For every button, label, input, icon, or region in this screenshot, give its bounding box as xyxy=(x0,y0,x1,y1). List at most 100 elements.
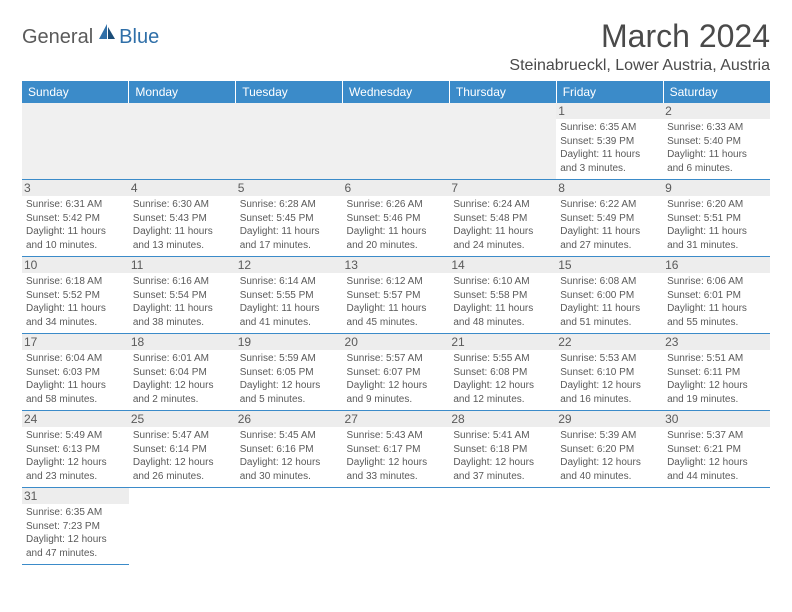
weekday-header-row: SundayMondayTuesdayWednesdayThursdayFrid… xyxy=(22,81,770,103)
logo-sail-icon xyxy=(97,22,117,47)
day-number: 16 xyxy=(663,257,770,273)
calendar-cell: 3 Sunrise: 6:31 AMSunset: 5:42 PMDaylight… xyxy=(22,180,129,257)
day-info: Sunrise: 5:49 AMSunset: 6:13 PMDaylight:… xyxy=(26,429,125,483)
calendar-cell: 27 Sunrise: 5:43 AMSunset: 6:17 PMDayligh… xyxy=(343,411,450,488)
day-number: 20 xyxy=(343,334,450,350)
weekday-header: Monday xyxy=(129,81,236,103)
calendar-cell xyxy=(22,103,129,180)
calendar-cell xyxy=(236,488,343,565)
calendar-cell: 9 Sunrise: 6:20 AMSunset: 5:51 PMDaylight… xyxy=(663,180,770,257)
calendar-cell: 16 Sunrise: 6:06 AMSunset: 6:01 PMDayligh… xyxy=(663,257,770,334)
calendar-cell: 19 Sunrise: 5:59 AMSunset: 6:05 PMDayligh… xyxy=(236,334,343,411)
calendar-cell: 7 Sunrise: 6:24 AMSunset: 5:48 PMDaylight… xyxy=(449,180,556,257)
day-info: Sunrise: 6:08 AMSunset: 6:00 PMDaylight:… xyxy=(560,275,659,329)
calendar-cell: 13Sunrise: 6:12 AMSunset: 5:57 PMDayligh… xyxy=(343,257,450,334)
day-number: 2 xyxy=(663,103,770,119)
day-number: 28 xyxy=(449,411,556,427)
page-title: March 2024 xyxy=(509,18,770,55)
calendar-cell: 21Sunrise: 5:55 AMSunset: 6:08 PMDayligh… xyxy=(449,334,556,411)
day-info: Sunrise: 6:26 AMSunset: 5:46 PMDaylight:… xyxy=(347,198,446,252)
calendar-body: 1 Sunrise: 6:35 AMSunset: 5:39 PMDaylight… xyxy=(22,103,770,565)
day-info: Sunrise: 5:41 AMSunset: 6:18 PMDaylight:… xyxy=(453,429,552,483)
weekday-header: Sunday xyxy=(22,81,129,103)
day-info: Sunrise: 5:39 AMSunset: 6:20 PMDaylight:… xyxy=(560,429,659,483)
calendar-cell: 30 Sunrise: 5:37 AMSunset: 6:21 PMDayligh… xyxy=(663,411,770,488)
day-number: 23 xyxy=(663,334,770,350)
day-info: Sunrise: 6:01 AMSunset: 6:04 PMDaylight:… xyxy=(133,352,232,406)
day-number: 15 xyxy=(556,257,663,273)
logo: General Blue xyxy=(22,22,159,53)
calendar-cell xyxy=(343,488,450,565)
calendar-cell: 6Sunrise: 6:26 AMSunset: 5:46 PMDaylight… xyxy=(343,180,450,257)
day-info: Sunrise: 5:47 AMSunset: 6:14 PMDaylight:… xyxy=(133,429,232,483)
calendar-row: 31Sunrise: 6:35 AMSunset: 7:23 PMDayligh… xyxy=(22,488,770,565)
calendar-cell: 15 Sunrise: 6:08 AMSunset: 6:00 PMDayligh… xyxy=(556,257,663,334)
weekday-header: Friday xyxy=(556,81,663,103)
day-info: Sunrise: 5:37 AMSunset: 6:21 PMDaylight:… xyxy=(667,429,766,483)
calendar-cell xyxy=(236,103,343,180)
day-info: Sunrise: 5:59 AMSunset: 6:05 PMDaylight:… xyxy=(240,352,339,406)
day-number: 29 xyxy=(556,411,663,427)
calendar-cell: 1 Sunrise: 6:35 AMSunset: 5:39 PMDaylight… xyxy=(556,103,663,180)
day-info: Sunrise: 5:43 AMSunset: 6:17 PMDaylight:… xyxy=(347,429,446,483)
calendar-cell: 24 Sunrise: 5:49 AMSunset: 6:13 PMDayligh… xyxy=(22,411,129,488)
day-number: 27 xyxy=(343,411,450,427)
day-info: Sunrise: 5:45 AMSunset: 6:16 PMDaylight:… xyxy=(240,429,339,483)
day-number: 5 xyxy=(236,180,343,196)
weekday-header: Thursday xyxy=(449,81,556,103)
day-info: Sunrise: 6:28 AMSunset: 5:45 PMDaylight:… xyxy=(240,198,339,252)
day-info: Sunrise: 6:30 AMSunset: 5:43 PMDaylight:… xyxy=(133,198,232,252)
calendar-cell: 25Sunrise: 5:47 AMSunset: 6:14 PMDayligh… xyxy=(129,411,236,488)
calendar-cell: 20 Sunrise: 5:57 AMSunset: 6:07 PMDayligh… xyxy=(343,334,450,411)
calendar-cell: 17Sunrise: 6:04 AMSunset: 6:03 PMDayligh… xyxy=(22,334,129,411)
day-number: 22 xyxy=(556,334,663,350)
day-number: 13 xyxy=(343,257,450,273)
day-info: Sunrise: 6:16 AMSunset: 5:54 PMDaylight:… xyxy=(133,275,232,329)
calendar-cell: 31Sunrise: 6:35 AMSunset: 7:23 PMDayligh… xyxy=(22,488,129,565)
day-info: Sunrise: 5:57 AMSunset: 6:07 PMDaylight:… xyxy=(347,352,446,406)
day-number: 9 xyxy=(663,180,770,196)
day-info: Sunrise: 6:14 AMSunset: 5:55 PMDaylight:… xyxy=(240,275,339,329)
weekday-header: Tuesday xyxy=(236,81,343,103)
day-number: 14 xyxy=(449,257,556,273)
day-info: Sunrise: 6:35 AMSunset: 5:39 PMDaylight:… xyxy=(560,121,659,175)
day-number: 18 xyxy=(129,334,236,350)
day-info: Sunrise: 6:33 AMSunset: 5:40 PMDaylight:… xyxy=(667,121,766,175)
calendar-cell: 8Sunrise: 6:22 AMSunset: 5:49 PMDaylight… xyxy=(556,180,663,257)
calendar-cell xyxy=(449,103,556,180)
day-info: Sunrise: 5:55 AMSunset: 6:08 PMDaylight:… xyxy=(453,352,552,406)
calendar-cell: 11Sunrise: 6:16 AMSunset: 5:54 PMDayligh… xyxy=(129,257,236,334)
calendar-cell: 14Sunrise: 6:10 AMSunset: 5:58 PMDayligh… xyxy=(449,257,556,334)
calendar-row: 3 Sunrise: 6:31 AMSunset: 5:42 PMDaylight… xyxy=(22,180,770,257)
day-info: Sunrise: 6:06 AMSunset: 6:01 PMDaylight:… xyxy=(667,275,766,329)
day-info: Sunrise: 6:24 AMSunset: 5:48 PMDaylight:… xyxy=(453,198,552,252)
day-info: Sunrise: 5:53 AMSunset: 6:10 PMDaylight:… xyxy=(560,352,659,406)
day-number: 4 xyxy=(129,180,236,196)
day-number: 30 xyxy=(663,411,770,427)
day-number: 31 xyxy=(22,488,129,504)
day-number: 17 xyxy=(22,334,129,350)
day-number: 19 xyxy=(236,334,343,350)
day-info: Sunrise: 6:20 AMSunset: 5:51 PMDaylight:… xyxy=(667,198,766,252)
day-info: Sunrise: 6:31 AMSunset: 5:42 PMDaylight:… xyxy=(26,198,125,252)
day-number: 1 xyxy=(556,103,663,119)
day-number: 10 xyxy=(22,257,129,273)
calendar-cell xyxy=(129,488,236,565)
day-number: 7 xyxy=(449,180,556,196)
calendar-cell: 10Sunrise: 6:18 AMSunset: 5:52 PMDayligh… xyxy=(22,257,129,334)
day-number: 26 xyxy=(236,411,343,427)
day-number: 3 xyxy=(22,180,129,196)
calendar-cell xyxy=(129,103,236,180)
title-block: March 2024 Steinabrueckl, Lower Austria,… xyxy=(509,18,770,75)
day-number: 24 xyxy=(22,411,129,427)
day-info: Sunrise: 6:22 AMSunset: 5:49 PMDaylight:… xyxy=(560,198,659,252)
calendar-cell: 29 Sunrise: 5:39 AMSunset: 6:20 PMDayligh… xyxy=(556,411,663,488)
calendar-cell: 5 Sunrise: 6:28 AMSunset: 5:45 PMDaylight… xyxy=(236,180,343,257)
calendar-cell xyxy=(556,488,663,565)
calendar-cell: 12Sunrise: 6:14 AMSunset: 5:55 PMDayligh… xyxy=(236,257,343,334)
calendar-cell: 4 Sunrise: 6:30 AMSunset: 5:43 PMDaylight… xyxy=(129,180,236,257)
header: General Blue March 2024 Steinabrueckl, L… xyxy=(22,18,770,75)
day-info: Sunrise: 5:51 AMSunset: 6:11 PMDaylight:… xyxy=(667,352,766,406)
location: Steinabrueckl, Lower Austria, Austria xyxy=(509,57,770,75)
calendar-table: SundayMondayTuesdayWednesdayThursdayFrid… xyxy=(22,81,770,565)
